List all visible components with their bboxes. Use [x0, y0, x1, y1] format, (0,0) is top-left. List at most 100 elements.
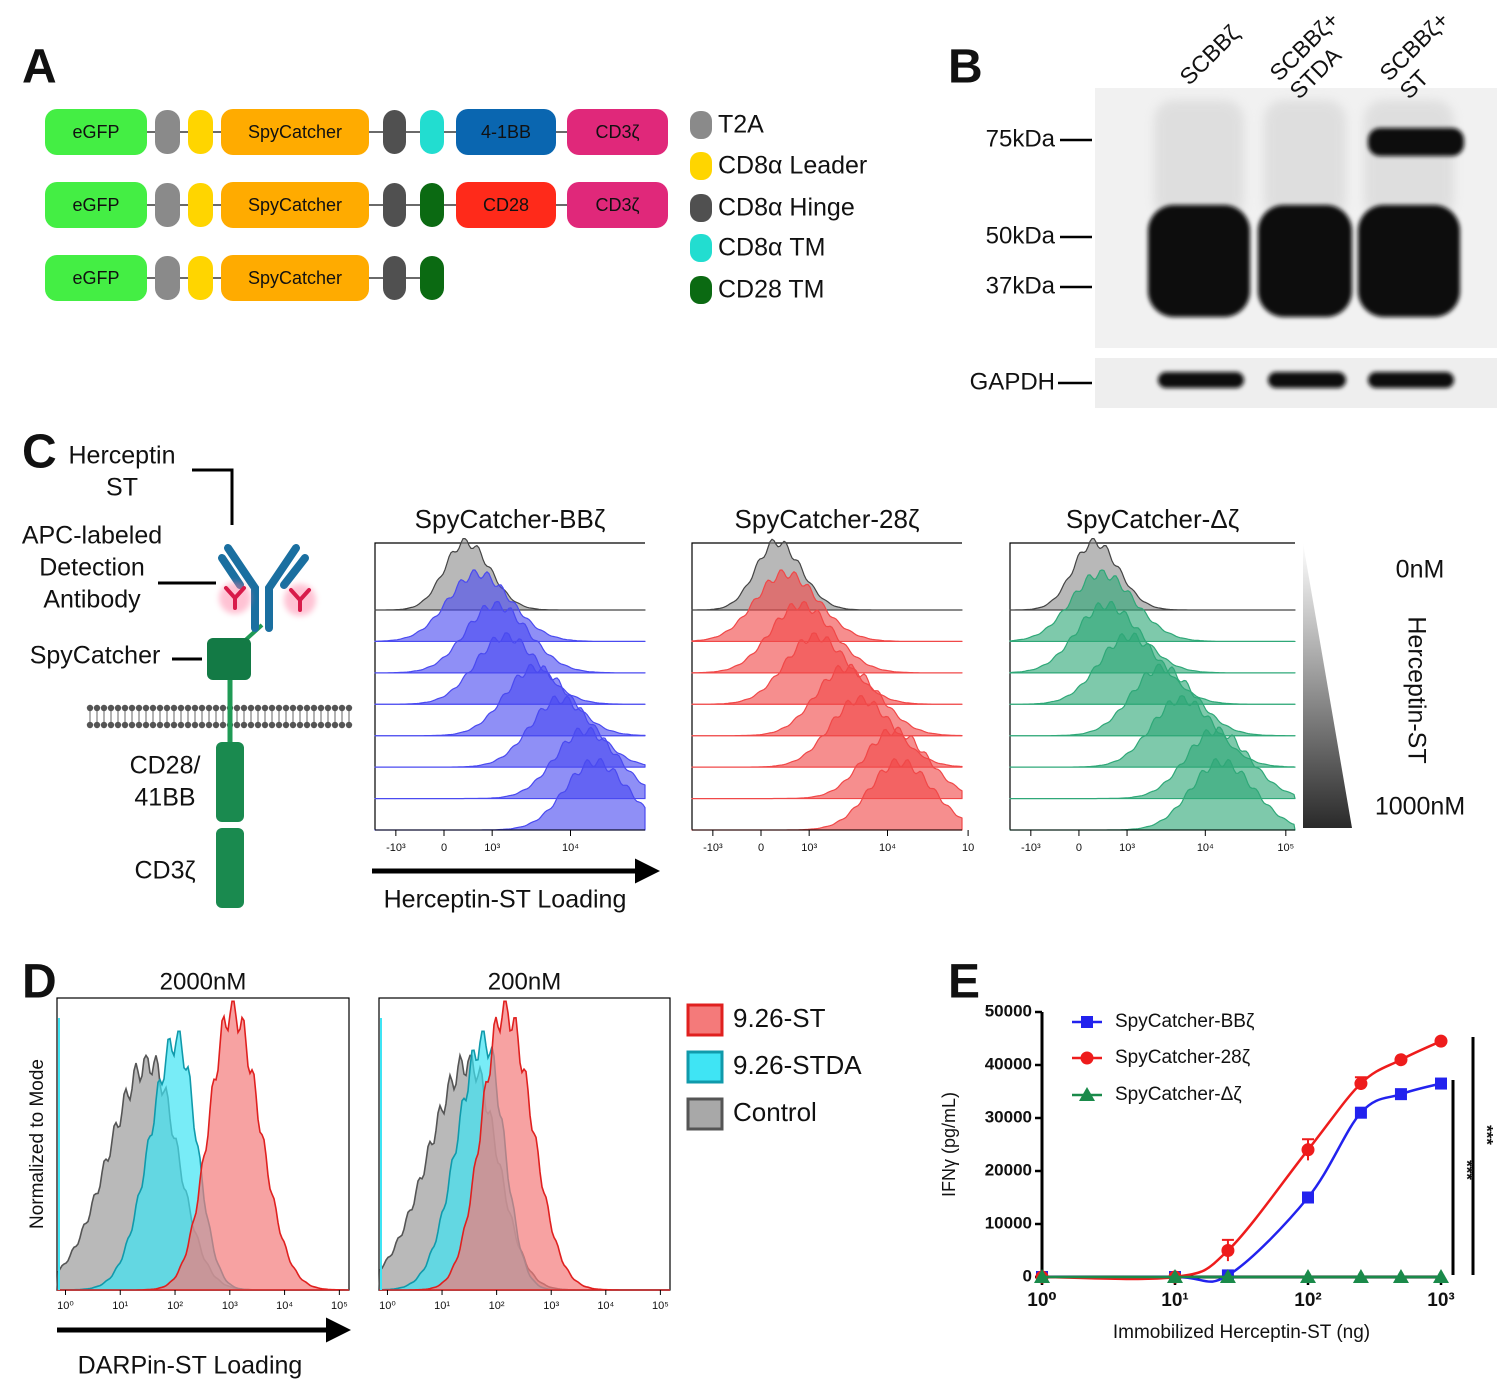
- lipid-head: [296, 704, 304, 712]
- lipid-head: [240, 721, 248, 729]
- schematic-label: APC-labeled: [22, 522, 162, 550]
- scale-label: Herceptin-ST: [1402, 616, 1430, 763]
- domain-oval: [155, 256, 180, 300]
- legend-label: Control: [733, 1097, 817, 1127]
- lipid-head: [177, 721, 185, 729]
- data-point: [1394, 1088, 1407, 1101]
- legend-label: CD8α Hinge: [718, 194, 855, 222]
- lipid-head: [303, 704, 311, 712]
- domain-label: eGFP: [72, 122, 119, 142]
- histogram: [379, 1000, 670, 1291]
- lipid-head: [303, 721, 311, 729]
- frame: [374, 542, 645, 830]
- lipid-head: [212, 721, 220, 729]
- lipid-head: [268, 704, 276, 712]
- x-tick-label: 10³: [484, 842, 500, 854]
- lipid-head: [135, 704, 143, 712]
- legend-label: SpyCatcher-BBζ: [1115, 1011, 1255, 1032]
- axis-label: Herceptin-ST Loading: [384, 886, 627, 914]
- lipid-head: [240, 704, 248, 712]
- data-point: [1354, 1106, 1367, 1119]
- x-tick-label: 10¹: [1161, 1290, 1188, 1311]
- x-tick-label: -10³: [1021, 842, 1041, 854]
- lipid-head: [345, 704, 353, 712]
- data-point: [1167, 1269, 1183, 1283]
- data-point: [1435, 1077, 1447, 1090]
- lipid-head: [114, 721, 122, 729]
- blot-band: [1258, 205, 1352, 317]
- y-tick-label: 50000: [985, 1001, 1032, 1020]
- panel-label: B: [948, 41, 983, 94]
- histogram: [691, 632, 963, 705]
- domain-oval: [188, 256, 213, 300]
- x-tick-label: 10⁴: [1197, 842, 1214, 854]
- x-tick-label: -10³: [703, 842, 723, 854]
- marker-label: 37kDa: [986, 272, 1056, 299]
- histogram: [374, 569, 646, 643]
- blot-band: [1148, 205, 1250, 317]
- lipid-head: [156, 721, 164, 729]
- lipid-head: [100, 721, 108, 729]
- x-tick-label: 10⁵: [1277, 842, 1294, 854]
- domain-box: [221, 109, 369, 155]
- histogram: [691, 538, 963, 611]
- lipid-head: [338, 721, 346, 729]
- x-tick-label: 10³: [801, 842, 817, 854]
- gapdh-band: [1368, 372, 1454, 388]
- legend-label: SpyCatcher-Δζ: [1115, 1084, 1242, 1105]
- schematic-label: SpyCatcher: [30, 642, 161, 670]
- lipid-head: [93, 704, 101, 712]
- schematic-label: Detection: [39, 554, 145, 582]
- x-tick-label: 10⁰: [379, 1300, 396, 1312]
- lipid-head: [114, 704, 122, 712]
- fit-line: [1041, 1040, 1442, 1281]
- lipid-head: [198, 704, 206, 712]
- legend-swatch: [690, 152, 712, 180]
- gapdh-band: [1268, 372, 1346, 388]
- lipid-head: [100, 704, 108, 712]
- lipid-head: [296, 721, 304, 729]
- x-tick-label: 10⁰: [1027, 1290, 1056, 1311]
- lipid-head: [268, 721, 276, 729]
- legend-swatch: [686, 1003, 724, 1037]
- lipid-head: [184, 721, 192, 729]
- blot-smear: [1364, 100, 1454, 220]
- domain-oval: [383, 183, 406, 227]
- x-tick-label: 0: [758, 842, 764, 854]
- lipid-head: [198, 721, 206, 729]
- domain-box: [567, 182, 668, 228]
- blot-smear: [1264, 100, 1346, 220]
- chart-title: 200nM: [488, 968, 561, 995]
- legend-label: CD28 TM: [718, 276, 825, 304]
- axis-label: Normalized to Mode: [27, 1059, 48, 1229]
- lipid-head: [184, 704, 192, 712]
- x-tick-label: 10³: [222, 1300, 238, 1312]
- loading-label: GAPDH: [970, 368, 1055, 395]
- domain-box: [221, 255, 369, 301]
- domain-label: eGFP: [72, 195, 119, 215]
- chart-title: SpyCatcher-BBζ: [415, 504, 606, 534]
- domain-label: CD28: [483, 195, 529, 215]
- lipid-head: [205, 704, 213, 712]
- x-tick-label: 10⁴: [879, 842, 896, 854]
- lipid-head: [310, 704, 318, 712]
- histogram: [1009, 538, 1296, 611]
- legend-swatch: [686, 1097, 724, 1131]
- lipid-head: [254, 704, 262, 712]
- lipid-head: [310, 721, 318, 729]
- histogram: [691, 663, 963, 737]
- domain-oval: [420, 110, 444, 154]
- x-tick-label: 10¹: [112, 1300, 128, 1312]
- legend-marker: [1080, 1051, 1094, 1065]
- scale-label: 1000nM: [1375, 793, 1465, 821]
- axis-label: IFNγ (pg/mL): [939, 1092, 959, 1197]
- y-tick-label: 30000: [985, 1107, 1032, 1126]
- domain-box: [45, 182, 147, 228]
- lipid-head: [233, 721, 241, 729]
- domain-label: SpyCatcher: [248, 268, 342, 288]
- lipid-head: [261, 704, 269, 712]
- histogram: [1009, 632, 1296, 705]
- panel-label: C: [22, 426, 57, 479]
- data-point: [1433, 1269, 1449, 1283]
